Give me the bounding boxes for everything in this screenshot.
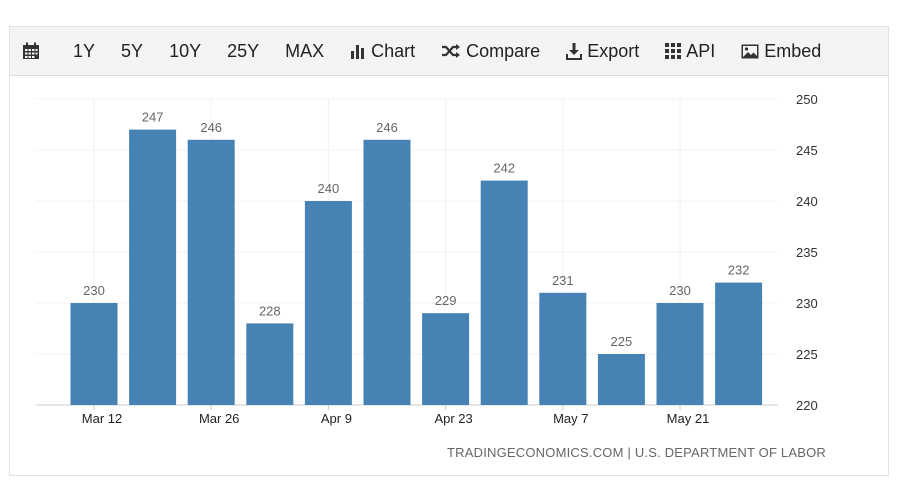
bar — [363, 139, 411, 406]
data-label: 228 — [259, 303, 281, 318]
compare-button[interactable]: Compare — [441, 41, 540, 62]
export-button[interactable]: Export — [566, 41, 639, 62]
api-button[interactable]: API — [665, 41, 715, 62]
y-tick-label: 245 — [796, 143, 818, 158]
y-tick-label: 230 — [796, 296, 818, 311]
range-25y-button[interactable]: 25Y — [227, 40, 260, 61]
y-tick-label: 220 — [796, 398, 818, 413]
y-tick-label: 225 — [796, 347, 818, 362]
bar — [304, 201, 352, 405]
range-5y-button[interactable]: 5Y — [121, 40, 144, 61]
source-credit: TRADINGECONOMICS.COM | U.S. DEPARTMENT O… — [447, 445, 826, 460]
data-label: 232 — [728, 263, 750, 278]
bar — [715, 282, 763, 405]
range-max-button[interactable]: MAX — [285, 40, 325, 61]
data-label: 229 — [435, 293, 457, 308]
data-label: 246 — [200, 120, 222, 135]
data-label: 225 — [611, 334, 633, 349]
y-tick-label: 250 — [796, 92, 818, 107]
data-label: 230 — [83, 283, 105, 298]
bar — [480, 180, 528, 405]
x-tick-label: May 7 — [553, 411, 588, 426]
x-tick-label: Apr 9 — [321, 411, 352, 426]
bar-chart-icon — [351, 45, 365, 59]
bar — [597, 354, 645, 405]
data-label: 246 — [376, 120, 398, 135]
calendar-button[interactable] — [22, 42, 45, 60]
x-tick-label: Mar 26 — [199, 411, 239, 426]
chart-type-button[interactable]: Chart — [350, 41, 415, 62]
y-tick-label: 235 — [796, 245, 818, 260]
data-label: 230 — [669, 283, 691, 298]
range-1y-button[interactable]: 1Y — [73, 40, 96, 61]
bar — [539, 292, 587, 405]
data-label: 231 — [552, 273, 574, 288]
data-label: 247 — [142, 110, 164, 125]
embed-button[interactable]: Embed — [741, 41, 821, 62]
data-label: 240 — [318, 181, 340, 196]
bar — [656, 303, 704, 405]
bar — [129, 129, 177, 405]
grid-icon — [665, 43, 682, 59]
shuffle-icon — [442, 44, 461, 58]
x-tick-label: Apr 23 — [434, 411, 472, 426]
bar — [187, 139, 235, 406]
image-icon — [741, 44, 759, 58]
y-tick-label: 240 — [796, 194, 818, 209]
calendar-icon — [23, 42, 39, 59]
x-tick-label: May 21 — [667, 411, 710, 426]
download-icon — [566, 42, 583, 60]
bar — [246, 323, 294, 405]
data-label: 242 — [493, 161, 515, 176]
bar — [70, 303, 118, 405]
range-10y-button[interactable]: 10Y — [169, 40, 202, 61]
x-tick-label: Mar 12 — [82, 411, 122, 426]
bar — [422, 313, 470, 405]
toolbar: 1Y 5Y 10Y 25Y MAX Chart Compare — [10, 27, 888, 76]
